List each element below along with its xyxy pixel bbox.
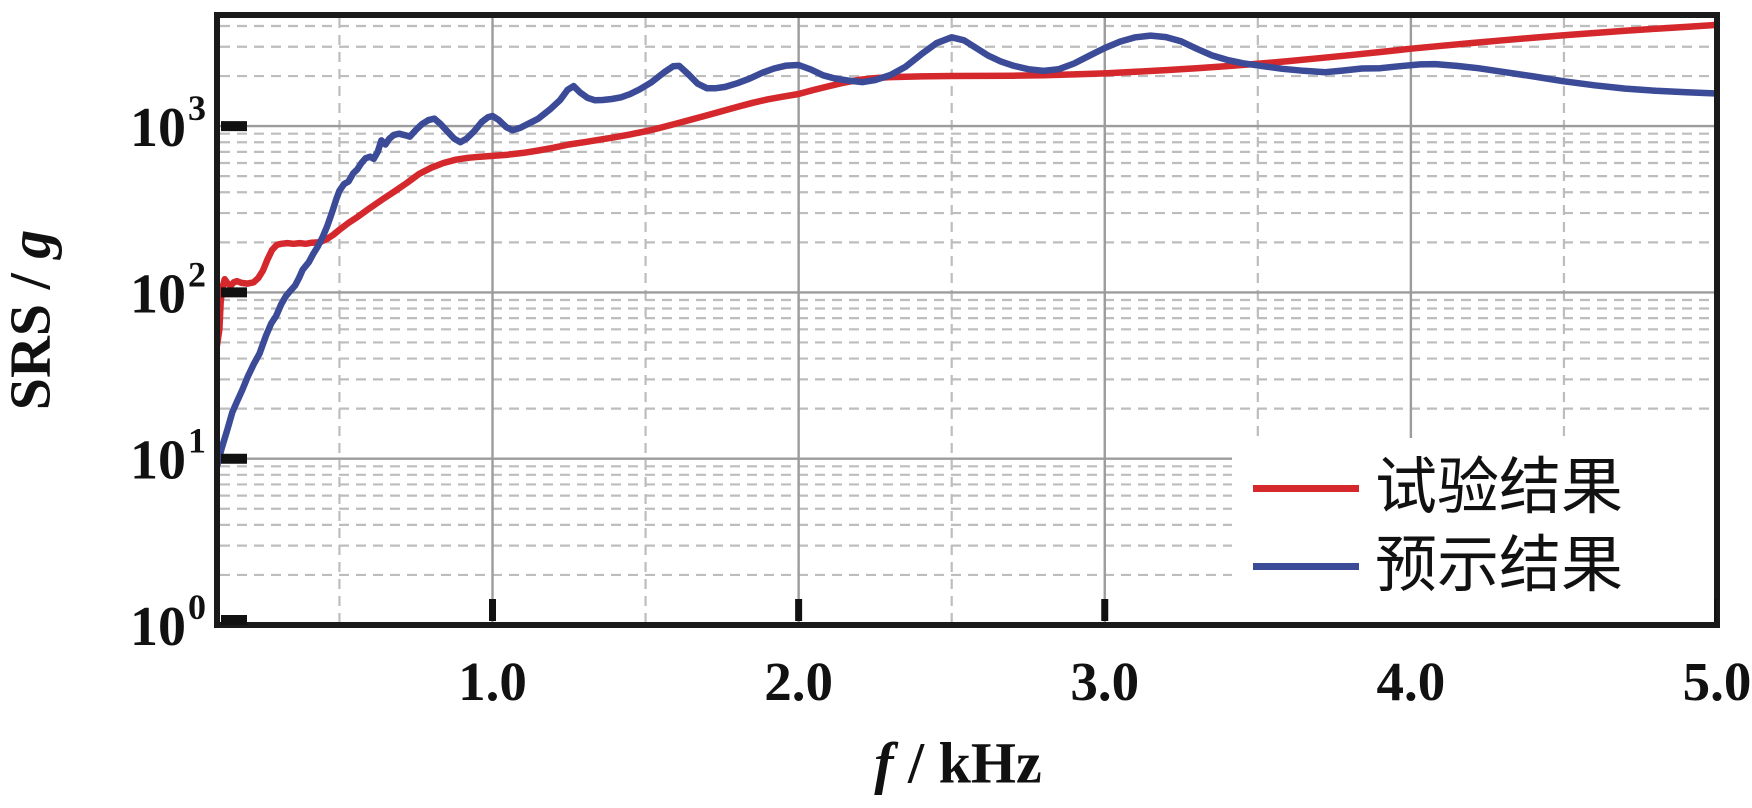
- x-tick-label: 5.0: [1683, 651, 1752, 712]
- x-axis-title-rest: / kHz: [893, 730, 1042, 796]
- y-axis-title-main: SRS /: [0, 258, 63, 411]
- legend-label: 试验结果: [1375, 454, 1624, 522]
- y-tick-label: 102: [130, 254, 206, 325]
- y-tick-label: 101: [130, 421, 206, 492]
- legend-line: [1253, 562, 1359, 570]
- x-tick-label: 4.0: [1377, 651, 1446, 712]
- legend-row: 预示结果: [1232, 527, 1714, 605]
- x-axis-title-symbol: f: [874, 730, 894, 796]
- x-axis-title: f / kHz: [874, 730, 1042, 797]
- series-line-1: [217, 32, 1717, 470]
- legend-line: [1253, 484, 1359, 492]
- x-tick-label: 3.0: [1070, 651, 1139, 712]
- y-axis-title-unit: g: [0, 229, 63, 259]
- y-axis-title: SRS / g: [0, 230, 64, 411]
- y-tick-label: 103: [130, 88, 206, 159]
- x-tick-label: 2.0: [764, 651, 833, 712]
- plot-frame: [214, 12, 1720, 628]
- x-tick-label: 1.0: [458, 651, 527, 712]
- legend-label: 预示结果: [1375, 532, 1624, 600]
- y-tick-label: 100: [130, 587, 206, 658]
- legend: 试验结果 预示结果: [1232, 438, 1714, 622]
- legend-row: 试验结果: [1232, 449, 1714, 527]
